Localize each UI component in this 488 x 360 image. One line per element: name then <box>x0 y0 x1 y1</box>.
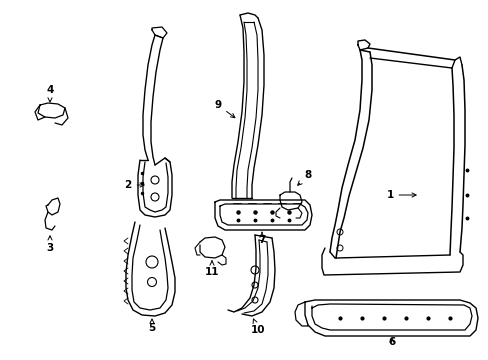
Text: 8: 8 <box>297 170 311 185</box>
Text: 10: 10 <box>250 319 264 335</box>
Text: 6: 6 <box>387 337 395 347</box>
Text: 2: 2 <box>124 180 144 190</box>
Text: 11: 11 <box>204 261 219 277</box>
Text: 7: 7 <box>258 232 265 245</box>
Text: 1: 1 <box>386 190 415 200</box>
Text: 3: 3 <box>46 236 54 253</box>
Text: 9: 9 <box>214 100 234 118</box>
Text: 5: 5 <box>148 319 155 333</box>
Text: 4: 4 <box>46 85 54 102</box>
